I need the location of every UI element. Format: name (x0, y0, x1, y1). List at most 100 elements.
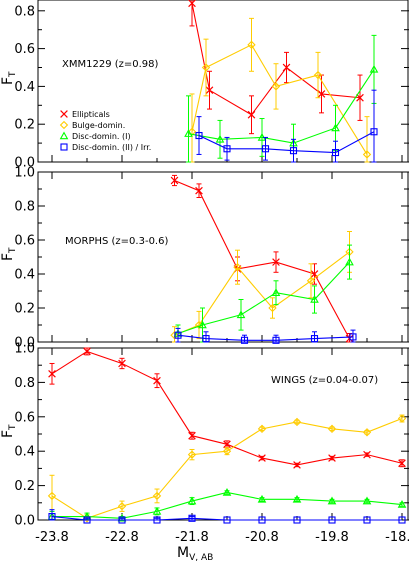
series-bulge-domin (170, 231, 354, 343)
data-point (272, 258, 280, 266)
data-point (48, 369, 56, 378)
legend-label-bulge-domin: Bulge-domin. (72, 121, 125, 130)
data-point (331, 123, 340, 132)
series-line (52, 491, 403, 519)
x-tick-label: -20.8 (245, 530, 279, 545)
x-axis-label: MV, AB (177, 545, 213, 563)
data-point (362, 428, 372, 437)
data-point (184, 129, 193, 137)
data-point (313, 70, 323, 80)
data-point (187, 127, 197, 136)
y-tick-label: 0.2 (14, 302, 35, 317)
series-disc-domin-ii-irr (195, 89, 378, 163)
data-point (202, 335, 210, 343)
data-point (258, 516, 266, 524)
series-line (177, 261, 350, 335)
data-point (331, 149, 340, 157)
series-line (191, 3, 361, 116)
y-tick-label: 0.4 (14, 445, 35, 460)
x-tick-label: -23.8 (35, 530, 69, 545)
plot-frame (37, 347, 409, 521)
data-point (257, 424, 267, 434)
data-point (195, 131, 203, 140)
data-point (187, 450, 197, 459)
y-tick-label: 1.0 (14, 166, 35, 181)
data-point (271, 288, 281, 296)
panel-annotation: MORPHS (z=0.3-0.6) (65, 236, 168, 247)
data-point (293, 461, 301, 469)
y-tick-label: 0.8 (14, 376, 35, 391)
x-tick-label: -22.8 (105, 530, 139, 545)
data-point (370, 128, 378, 136)
data-point (310, 335, 319, 343)
data-point (282, 63, 291, 72)
y-axis-label-main: F (0, 430, 16, 438)
legend-marker-disc-domin-ii-irr (60, 143, 68, 151)
data-point (272, 336, 280, 344)
data-point (240, 336, 249, 344)
series-line (198, 131, 375, 154)
y-tick-label: 0.0 (14, 514, 35, 529)
data-point (152, 506, 162, 515)
legend-marker-ellipticals (60, 110, 68, 118)
data-point (188, 0, 196, 8)
y-tick-label: 0.2 (14, 479, 35, 494)
panel-xmm1229: 0.0 0.2 0.4 0.6 0.8 FT XMM1229 (z=0.98) Ellipti… (0, 0, 409, 171)
x-tick-label: -21.8 (175, 530, 209, 545)
data-point (47, 491, 57, 501)
y-tick-label: 0.4 (14, 268, 35, 283)
data-point (397, 414, 407, 423)
data-point (223, 440, 231, 449)
y-tick-label: 0.6 (14, 410, 35, 425)
series-line (191, 44, 368, 155)
data-point (345, 257, 354, 266)
data-point (363, 450, 371, 459)
series-disc-domin-i (173, 244, 354, 343)
y-axis-label-sub: T (8, 424, 18, 431)
data-point (327, 424, 337, 434)
series-ellipticals (170, 174, 354, 343)
panel-wings: 0.0 0.2 0.4 0.6 0.8 1.0 FT WINGS (z=0.04-0.07) -… (0, 342, 409, 545)
data-point (398, 516, 406, 524)
y-axis-label-sub: T (8, 247, 18, 254)
data-point (310, 294, 319, 303)
data-point (306, 276, 316, 285)
y-tick-label: 0.8 (14, 4, 35, 19)
data-point (222, 447, 232, 456)
data-point (205, 86, 214, 95)
data-point (327, 496, 337, 505)
data-point (356, 93, 364, 102)
data-point (369, 64, 379, 73)
data-point (268, 303, 277, 313)
series-line (51, 516, 402, 521)
data-point (174, 331, 182, 339)
data-point (187, 496, 197, 505)
series-line (174, 179, 350, 339)
data-point (223, 145, 231, 153)
data-point (188, 431, 196, 440)
data-point (362, 496, 372, 505)
data-point (222, 487, 232, 496)
data-point (328, 454, 336, 462)
y-axis-label-main: F (0, 77, 16, 85)
data-point (223, 516, 231, 524)
y-axis-label: FT (0, 247, 18, 261)
data-point (247, 110, 256, 119)
plot-frame (37, 171, 409, 343)
x-tick-label: -19.8 (315, 530, 349, 545)
data-point (215, 134, 225, 143)
legend-label-ellipticals: Ellipticals (72, 110, 110, 119)
y-axis-label-sub: T (8, 71, 18, 78)
series-disc-domin-ii-irr (48, 509, 406, 524)
y-tick-label: 0.8 (14, 200, 35, 215)
y-tick-label: 1.0 (14, 342, 35, 357)
legend-marker-bulge-domin (59, 120, 69, 130)
y-axis-label-main: F (0, 253, 16, 261)
legend-label-disc-domin-ii-irr: Disc-domin. (II) / Irr. (72, 143, 151, 152)
legend-label-disc-domin-i: Disc-domin. (I) (72, 132, 131, 141)
y-tick-label: 0.0 (14, 156, 35, 171)
y-axis-label: FT (0, 424, 18, 438)
series-ellipticals (48, 347, 406, 469)
data-point (48, 513, 56, 521)
